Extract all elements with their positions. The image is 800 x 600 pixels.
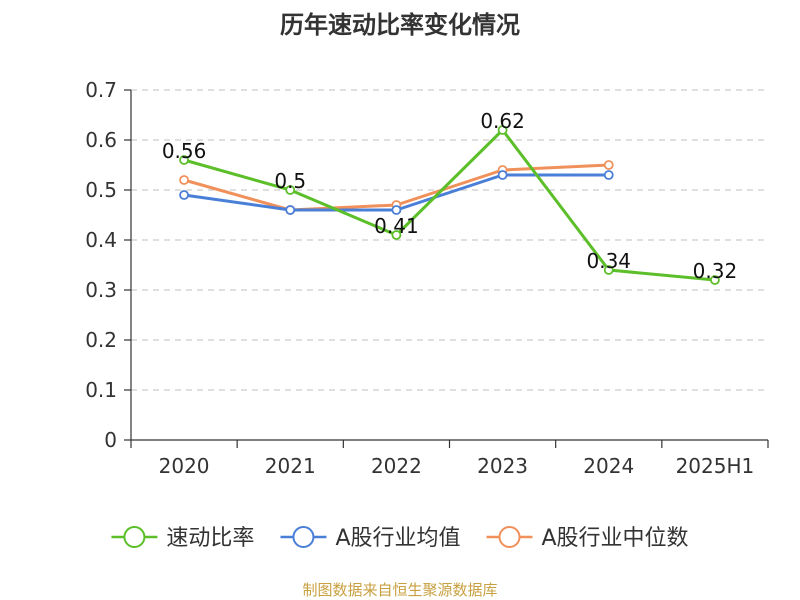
axes: 0 0.1 0.2 0.3 0.4 0.5 0.6 0.7 2020 2021 2022 2023 20… bbox=[85, 78, 769, 478]
data-point[interactable] bbox=[285, 205, 296, 215]
y-tick-label: 0.6 bbox=[85, 128, 117, 152]
x-tick-label: 2025H1 bbox=[676, 454, 755, 478]
legend-label: A股行业均值 bbox=[335, 526, 460, 551]
series-0 bbox=[179, 125, 720, 285]
legend-label: 速动比率 bbox=[166, 526, 254, 551]
x-tick-label: 2023 bbox=[477, 454, 528, 478]
data-point[interactable] bbox=[391, 230, 402, 240]
x-tick-label: 2020 bbox=[159, 454, 210, 478]
data-labels: 0.56 0.5 0.41 0.62 0.34 0.32 bbox=[162, 109, 737, 283]
legend-item[interactable]: 速动比率 bbox=[111, 526, 254, 551]
y-tick-label: 0.1 bbox=[85, 378, 117, 402]
data-point[interactable] bbox=[391, 205, 402, 215]
data-point[interactable] bbox=[179, 175, 189, 185]
x-tick-label: 2024 bbox=[583, 454, 634, 478]
data-point[interactable] bbox=[285, 185, 296, 195]
data-point[interactable] bbox=[603, 265, 614, 275]
data-point[interactable] bbox=[603, 170, 614, 180]
legend-marker bbox=[123, 526, 146, 548]
legend-label: A股行业中位数 bbox=[542, 526, 689, 551]
y-tick-label: 0.2 bbox=[85, 328, 117, 352]
legend-marker bbox=[498, 526, 521, 548]
data-label: 0.41 bbox=[374, 214, 419, 238]
y-tick-label: 0.3 bbox=[85, 278, 117, 302]
data-label: 0.32 bbox=[693, 259, 738, 283]
x-tick-label: 2022 bbox=[371, 454, 422, 478]
y-tick-label: 0.7 bbox=[85, 78, 117, 102]
chart-title: 历年速动比率变化情况 bbox=[280, 11, 520, 39]
series-line bbox=[183, 128, 716, 282]
data-point[interactable] bbox=[710, 275, 720, 285]
source-note: 制图数据来自恒生聚源数据库 bbox=[302, 581, 497, 599]
data-label: 0.56 bbox=[162, 139, 207, 163]
legend-marker bbox=[292, 526, 315, 548]
y-tick-label: 0.5 bbox=[85, 178, 117, 202]
data-point[interactable] bbox=[179, 155, 189, 165]
data-point[interactable] bbox=[603, 160, 614, 170]
data-point[interactable] bbox=[497, 170, 508, 180]
data-label: 0.62 bbox=[480, 109, 525, 133]
legend-item[interactable]: A股行业均值 bbox=[280, 526, 461, 551]
data-label: 0.5 bbox=[274, 169, 306, 193]
series-lines bbox=[179, 125, 720, 285]
y-tick-label: 0.4 bbox=[85, 228, 117, 252]
data-point[interactable] bbox=[179, 190, 189, 200]
data-label: 0.34 bbox=[586, 249, 631, 273]
x-tick-label: 2021 bbox=[265, 454, 316, 478]
data-point[interactable] bbox=[497, 125, 508, 135]
grid-lines bbox=[131, 89, 768, 391]
legend-item[interactable]: A股行业中位数 bbox=[486, 526, 689, 551]
legend[interactable]: 速动比率 A股行业均值 A股行业中位数 bbox=[111, 526, 689, 551]
y-tick-label: 0 bbox=[104, 428, 117, 452]
